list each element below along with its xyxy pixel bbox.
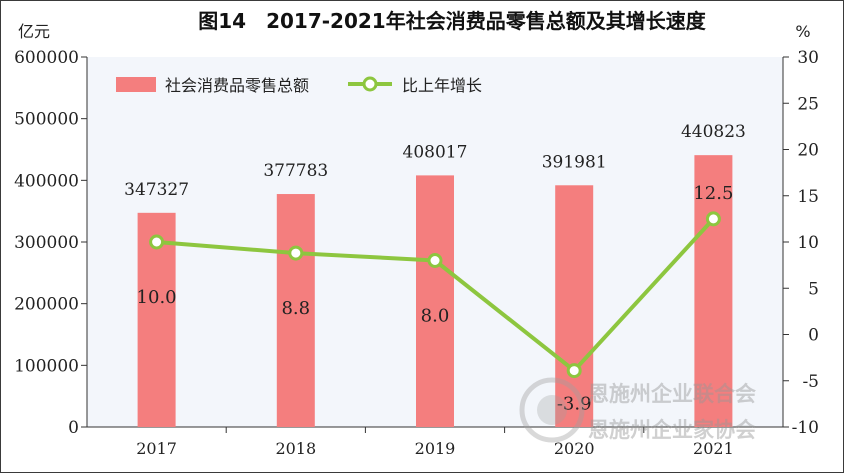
watermark-line-1: 恩施州企业联合会 xyxy=(588,382,756,406)
legend-bar-label: 社会消费品零售总额 xyxy=(165,76,309,95)
bar-value-label: 347327 xyxy=(124,180,189,200)
legend: 社会消费品零售总额 比上年增长 xyxy=(116,76,482,95)
legend-bar-swatch xyxy=(116,77,156,92)
x-axis-ticks: 2017 2018 2019 2020 2021 xyxy=(136,427,734,458)
watermark-logo-center xyxy=(537,395,567,425)
right-tick-label: -5 xyxy=(802,372,819,392)
left-tick-label: 0 xyxy=(68,418,79,438)
bar-value-label: 377783 xyxy=(263,161,328,181)
line-point xyxy=(427,253,443,268)
bar-value-label: 391981 xyxy=(542,152,607,172)
right-tick-label: 30 xyxy=(797,48,819,68)
bar xyxy=(416,175,454,427)
watermark-line-2: 恩施州企业家协会 xyxy=(588,418,756,442)
right-axis-unit: % xyxy=(795,22,810,41)
bar xyxy=(555,185,594,427)
x-tick-label: 2021 xyxy=(693,439,734,458)
line-value-label: 8.8 xyxy=(281,298,310,319)
line-value-label: -3.9 xyxy=(557,394,592,415)
left-tick-label: 300000 xyxy=(14,233,79,253)
watermark: 恩施州企业联合会 恩施州企业家协会 xyxy=(519,377,756,443)
line-value-label: 12.5 xyxy=(693,183,733,204)
bar xyxy=(694,155,733,427)
bar-series: 347327 377783 408017 391981 440823 xyxy=(124,122,746,427)
right-axis-ticks: -10 -5 0 5 10 15 20 25 30 xyxy=(783,48,819,438)
line-value-label: 10.0 xyxy=(137,287,177,308)
line-series: 10.0 8.8 8.0 -3.9 12.5 xyxy=(137,183,734,415)
line-point xyxy=(149,234,165,250)
chart-title: 图14 2017-2021年社会消费品零售总额及其增长速度 xyxy=(198,9,706,33)
x-tick-label: 2018 xyxy=(275,439,316,458)
line-point xyxy=(705,211,721,227)
line-value-label: 8.0 xyxy=(421,306,450,327)
right-tick-label: 0 xyxy=(808,326,819,346)
line-point xyxy=(288,245,304,261)
x-tick-label: 2017 xyxy=(136,439,177,458)
x-tick-label: 2019 xyxy=(415,439,456,458)
right-tick-label: 25 xyxy=(797,94,819,114)
left-tick-label: 600000 xyxy=(14,48,79,68)
left-tick-label: 400000 xyxy=(14,171,79,191)
x-tick-label: 2020 xyxy=(554,439,595,458)
legend-line-marker xyxy=(362,76,378,92)
bar-value-label: 408017 xyxy=(403,142,468,162)
watermark-logo-icon xyxy=(519,377,585,443)
left-axis-ticks: 0 100000 200000 300000 400000 500000 600000 xyxy=(14,48,87,438)
right-tick-label: 5 xyxy=(808,279,819,299)
right-tick-label: 15 xyxy=(797,187,819,207)
right-tick-label: -10 xyxy=(792,418,819,438)
bar-value-label: 440823 xyxy=(681,122,746,142)
left-tick-label: 200000 xyxy=(14,295,79,315)
bar xyxy=(276,194,315,427)
line-point xyxy=(566,363,582,379)
left-tick-label: 500000 xyxy=(14,110,79,130)
left-axis-unit: 亿元 xyxy=(18,22,50,41)
right-tick-label: 10 xyxy=(797,233,819,253)
right-tick-label: 20 xyxy=(797,141,819,161)
legend-line-label: 比上年增长 xyxy=(402,76,482,95)
left-tick-label: 100000 xyxy=(14,356,79,376)
